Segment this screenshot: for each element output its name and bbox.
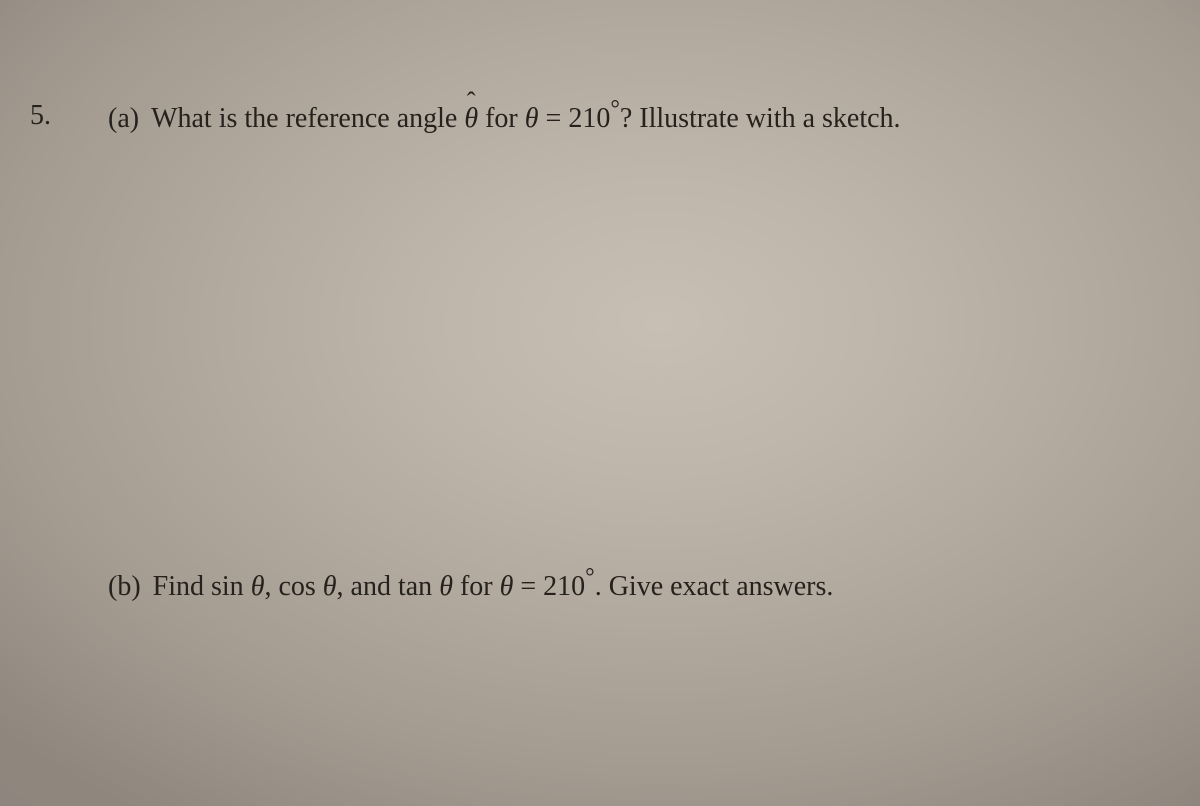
- part-a-mid: for: [478, 103, 525, 134]
- part-a: (a) What is the reference angle θ for θ …: [108, 100, 1140, 138]
- part-b-c2: , and tan: [337, 571, 440, 602]
- theta-symbol: θ: [500, 571, 514, 602]
- part-a-post: ? Illustrate with a sketch.: [620, 103, 901, 134]
- part-b-eq: = 210: [513, 571, 585, 602]
- part-b-mid: for: [453, 571, 500, 602]
- theta-symbol: θ: [251, 571, 265, 602]
- degree-symbol: °: [610, 97, 620, 123]
- part-a-eq: = 210: [539, 103, 611, 134]
- part-b-pre: Find sin: [153, 571, 251, 602]
- page: 5. (a) What is the reference angle θ for…: [0, 0, 1200, 806]
- problem-number: 5.: [30, 100, 51, 132]
- degree-symbol: °: [585, 564, 595, 590]
- part-b-c1: , cos: [264, 571, 322, 602]
- part-b-post: . Give exact answers.: [595, 571, 834, 602]
- part-b-text: Find sin θ, cos θ, and tan θ for θ = 210…: [153, 568, 1140, 606]
- theta-symbol: θ: [323, 571, 337, 602]
- theta-symbol: θ: [525, 103, 539, 134]
- part-a-pre: What is the reference angle: [151, 103, 464, 134]
- part-a-text: What is the reference angle θ for θ = 21…: [151, 100, 1140, 138]
- part-b-label: (b): [108, 568, 141, 606]
- theta-symbol: θ: [439, 571, 453, 602]
- part-b: (b) Find sin θ, cos θ, and tan θ for θ =…: [108, 568, 1140, 606]
- theta-hat-icon: θ: [464, 100, 478, 138]
- problem-parts: (a) What is the reference angle θ for θ …: [108, 100, 1140, 606]
- part-a-label: (a): [108, 100, 139, 138]
